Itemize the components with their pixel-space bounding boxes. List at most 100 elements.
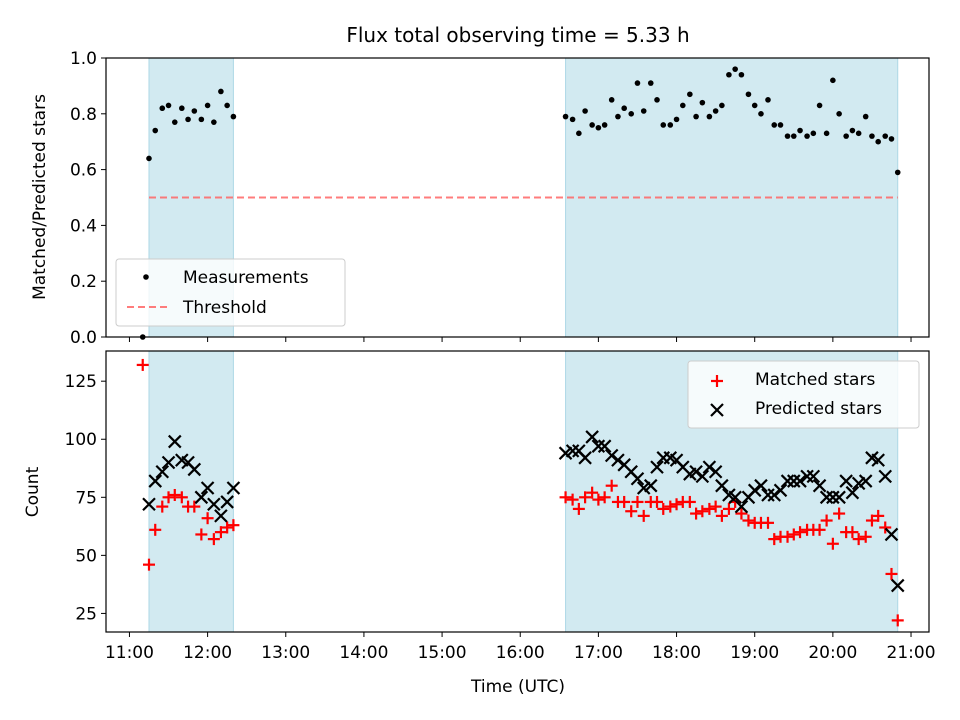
matched-star-point [214,526,227,539]
predicted-star-point [871,453,885,467]
matched-star-point [865,514,878,527]
matched-star-point [715,509,728,522]
predicted-star-point [845,485,860,500]
measurement-point [582,108,588,114]
measurement-point [589,122,595,128]
matched-star-point [572,502,585,515]
predicted-star-point [754,478,768,493]
matched-star-point [696,505,709,518]
predicted-star-point [793,474,807,488]
measurement-point [179,105,185,112]
measurement-point [797,127,803,134]
matched-star-point [781,530,794,543]
matched-star-point [891,614,904,627]
measurement-point [146,155,152,162]
legend-matched-label: Matched stars [755,370,875,390]
measurement-point [634,80,641,86]
measurement-point [699,99,706,106]
measurement-point [171,119,178,125]
matched-star-point [149,523,162,536]
matched-star-point [872,509,885,522]
measurement-point [706,113,713,120]
predicted-star-point [585,430,599,444]
matched-star-point [722,502,735,515]
x-tick-label: 14:00 [339,643,388,663]
measurement-point [595,124,602,131]
predicted-star-point [220,495,234,509]
top-y-axis-label: Matched/Predicted stars [30,94,50,300]
predicted-star-point [214,509,228,523]
matched-star-point [651,495,664,508]
matched-star-point [637,509,650,522]
measurement-point [712,108,719,114]
x-tick-label: 16:00 [496,643,545,663]
measurement-point [823,130,830,137]
top-x-ticks [128,337,912,342]
measurement-point [751,102,758,109]
x-tick-label: 12:00 [183,643,232,663]
x-tick-label: 11:00 [105,643,154,663]
matched-star-point [761,516,774,529]
matched-star-point [156,500,169,513]
predicted-star-point [806,469,821,484]
x-tick-label: 17:00 [574,643,623,663]
bottom-legend-box [687,360,920,429]
matched-star-point [794,526,807,539]
predicted-star-point [728,490,742,505]
measurement-point [843,133,849,139]
predicted-star-point [604,448,619,463]
predicted-star-point [689,464,703,479]
measurement-point [830,77,836,84]
measurement-point [640,108,647,114]
measurement-point [211,119,217,125]
matched-star-point [598,491,611,504]
predicted-star-point [812,478,827,493]
measurement-point [804,133,810,139]
matched-star-point [207,533,220,546]
measurement-point [608,97,615,103]
y-tick-label: 0.4 [70,216,97,236]
measurement-point [738,71,745,78]
predicted-star-point [787,474,801,488]
y-tick-label: 0.2 [70,272,97,292]
observing-span-1 [148,350,234,633]
measurement-point [894,169,901,176]
matched-star-point [142,558,155,571]
predicted-star-point [858,474,873,488]
measurement-point [836,111,842,117]
y-tick-label: 1.0 [70,49,97,69]
top-legend-box [115,258,346,327]
matched-star-point [188,500,201,513]
measurement-point [673,116,680,123]
matched-star-point [631,495,644,508]
measurement-point [693,113,699,120]
predicted-star-point [761,488,775,502]
predicted-star-point [578,451,592,465]
y-tick-label: 50 [75,546,97,566]
measurement-point [621,105,627,112]
matched-star-point [852,533,865,546]
measurement-point [869,133,875,139]
measurement-point [888,136,895,142]
bottom-y-ticks: 25 50 75 100 125 [65,372,106,624]
predicted-star-point [715,478,729,493]
measurement-point [230,113,237,120]
measurement-point [745,91,752,98]
predicted-star-point [168,434,182,449]
predicted-star-point [194,490,209,505]
predicted-star-point [800,469,814,484]
count-panel: 25 50 75 100 125 11:00 12:00 13:00 14:00 15:00 16… [23,350,936,697]
matched-star-point [559,491,572,504]
bottom-legend: Matched stars Predicted stars [687,360,920,429]
predicted-star-point [630,471,645,486]
matched-star-points [136,358,904,627]
predicted-star-point [200,481,215,495]
measurement-point [165,102,172,109]
x-tick-label: 15:00 [418,643,467,663]
predicted-star-point [734,499,749,514]
x-axis-label: Time (UTC) [470,677,565,697]
y-tick-label: 25 [75,604,97,624]
legend-predicted-marker [710,403,724,417]
measurement-point [862,113,869,120]
x-tick-label: 13:00 [261,643,310,663]
